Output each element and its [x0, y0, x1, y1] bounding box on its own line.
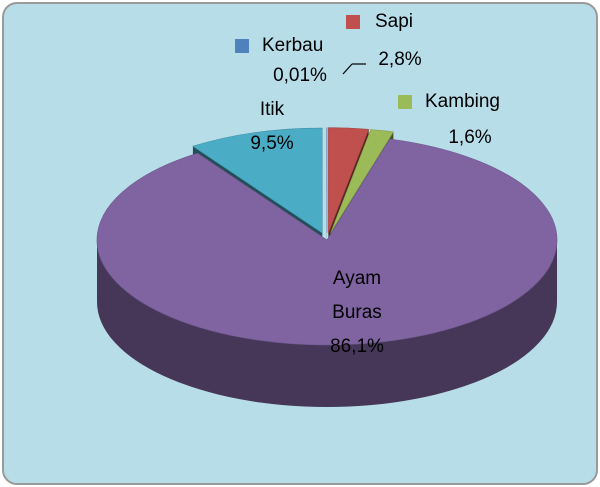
value-label: 1,6%: [448, 127, 491, 148]
value-label: 9,5%: [250, 133, 293, 154]
data-label: Ayam Buras 86,1%: [307, 262, 407, 364]
value-label: 2,8%: [378, 49, 421, 70]
slice: [192, 127, 323, 234]
leader-line: [342, 63, 353, 75]
category-label: Kerbau: [262, 35, 323, 56]
pie: [96, 127, 558, 407]
slice-side: [97, 240, 557, 407]
category-label: Sapi: [375, 11, 413, 32]
category-label: Kambing: [425, 91, 500, 112]
value-label: 86,1%: [330, 336, 384, 357]
legend-swatch: [346, 15, 360, 29]
legend-swatch: [398, 95, 412, 109]
slice: [328, 127, 370, 233]
category-label: Itik: [260, 99, 285, 120]
category-label: Ayam Buras: [332, 268, 382, 323]
slice: [96, 138, 558, 346]
labels: Sapi 2,8%Kambing 1,6% Ayam Buras 86,1% Itik 9,…: [235, 11, 500, 364]
value-label: 0,01%: [273, 65, 327, 86]
slice-label: Ayam Buras 86,1%: [307, 262, 407, 364]
slice: [330, 129, 394, 234]
legend-swatch: [235, 39, 249, 53]
